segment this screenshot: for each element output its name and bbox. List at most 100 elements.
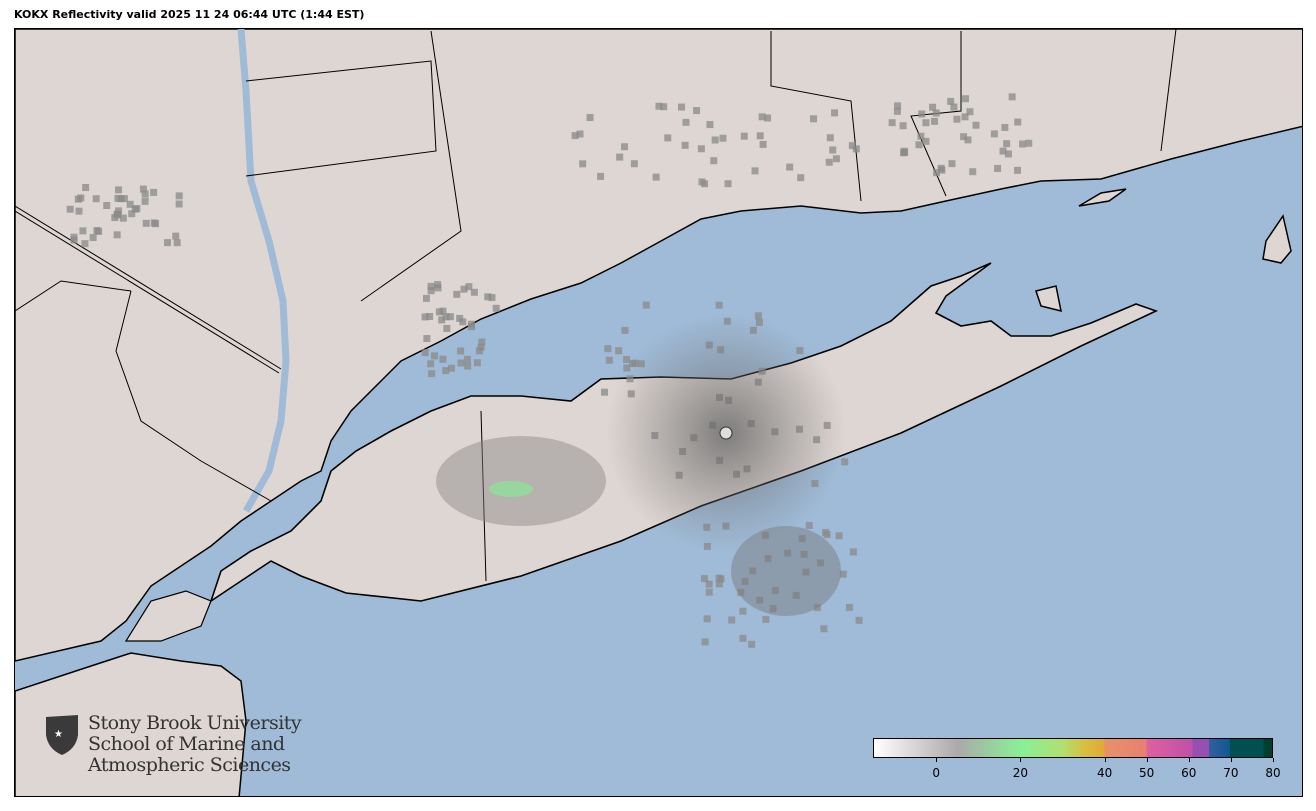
echo-pixel [678, 103, 686, 111]
echo-pixel [82, 184, 90, 192]
echo-pixel [813, 604, 821, 612]
colorbar-tick-label: 50 [1139, 766, 1155, 780]
echo-pixel [825, 158, 833, 166]
hudson-river [237, 29, 290, 513]
echo-pixel [423, 335, 431, 343]
basemap [15, 29, 1302, 796]
colorbar-tick [1230, 758, 1232, 762]
echo-pixel [751, 167, 759, 175]
shield-star-icon: ★ [46, 715, 78, 755]
echo-pixel [427, 282, 435, 290]
echo-pixel [899, 122, 907, 130]
echo-pixel [586, 114, 594, 122]
echo-pixel [845, 603, 853, 611]
echo-pixel [724, 180, 732, 188]
echo-pixel [802, 568, 810, 576]
land-clutter [436, 436, 606, 526]
echo-pixel [950, 103, 958, 111]
colorbar-tick-label: 40 [1096, 766, 1113, 780]
echo-pixel [604, 345, 612, 353]
map-title: KOKX Reflectivity valid 2025 11 24 06:44… [14, 8, 365, 21]
echo-pixel [962, 95, 970, 103]
echo-pixel [705, 580, 713, 588]
echo-pixel [434, 281, 442, 289]
colorbar-tick [1146, 758, 1148, 762]
echo-pixel [465, 283, 473, 291]
land-mainland [15, 29, 1302, 662]
echo-pixel [839, 570, 847, 578]
echo-pixel [126, 200, 134, 208]
echo-pixel [762, 615, 770, 623]
echo-pixel [150, 188, 158, 196]
echo-pixel [442, 313, 450, 321]
echo-pixel [805, 521, 813, 529]
svg-text:★: ★ [54, 729, 63, 740]
echo-pixel [771, 586, 779, 594]
logo-line-2: School of Marine and [88, 733, 285, 755]
echo-pixel [427, 287, 435, 295]
echo-pixel [888, 119, 896, 127]
echo-pixel [470, 288, 478, 296]
colorbar-tick-label: 20 [1012, 766, 1028, 780]
logo-line-1: Stony Brook University [88, 712, 302, 734]
echo-pixel [616, 153, 624, 161]
echo-pixel [961, 113, 969, 121]
echo-pixel [1014, 118, 1022, 126]
echo-pixel [964, 136, 972, 144]
echo-pixel [784, 549, 792, 557]
echo-pixel [642, 301, 650, 309]
echo-pixel [621, 326, 629, 334]
echo-pixel [697, 145, 705, 153]
echo-pixel [75, 207, 83, 215]
echo-pixel [715, 301, 723, 309]
echo-pixel [421, 313, 429, 321]
echo-pixel [597, 172, 605, 180]
echo-pixel [488, 294, 496, 302]
echo-pixel [693, 107, 701, 115]
echo-pixel [756, 132, 764, 140]
echo-pixel [966, 108, 974, 116]
echo-pixel [601, 388, 609, 396]
echo-pixel [748, 640, 756, 648]
echo-pixel [115, 207, 123, 215]
echo-pixel [1025, 139, 1033, 147]
echo-pixel [800, 550, 808, 558]
radar-map[interactable] [14, 28, 1303, 797]
colorbar-tick-label: 80 [1265, 766, 1281, 780]
echo-pixel [117, 195, 125, 203]
echo-pixel [439, 307, 447, 315]
land-new-jersey-south [15, 652, 247, 796]
echo-pixel [947, 97, 955, 105]
echo-pixel [630, 160, 638, 168]
echo-pixel [128, 210, 136, 218]
echo-pixel [953, 115, 961, 123]
echo-pixel [701, 638, 709, 646]
echo-pixel [701, 575, 709, 583]
echo-pixel [948, 160, 956, 168]
colorbar-tick-label: 60 [1181, 766, 1197, 780]
colorbar-tick-label: 70 [1223, 766, 1239, 780]
echo-pixel [893, 107, 901, 115]
light-echo [489, 481, 533, 497]
echo-pixel [960, 133, 968, 141]
echo-pixel [66, 205, 74, 213]
sea-clutter [731, 526, 841, 616]
echo-pixel [832, 155, 840, 163]
echo-pixel [81, 240, 89, 248]
echo-pixel [929, 103, 937, 111]
echo-pixel [810, 115, 818, 123]
echo-pixel [77, 194, 85, 202]
echo-pixel [464, 362, 472, 370]
echo-pixel [119, 214, 127, 222]
land-block-island [1262, 214, 1292, 264]
echo-pixel [93, 226, 101, 234]
echo-pixel [829, 146, 837, 154]
echo-pixel [749, 567, 757, 575]
echo-pixel [484, 293, 492, 301]
echo-pixel [460, 285, 468, 293]
echo-pixel [816, 559, 824, 567]
echo-pixel [621, 143, 629, 151]
echo-pixel [922, 119, 930, 127]
echo-pixel [999, 147, 1007, 155]
colorbar-tick [936, 758, 938, 762]
